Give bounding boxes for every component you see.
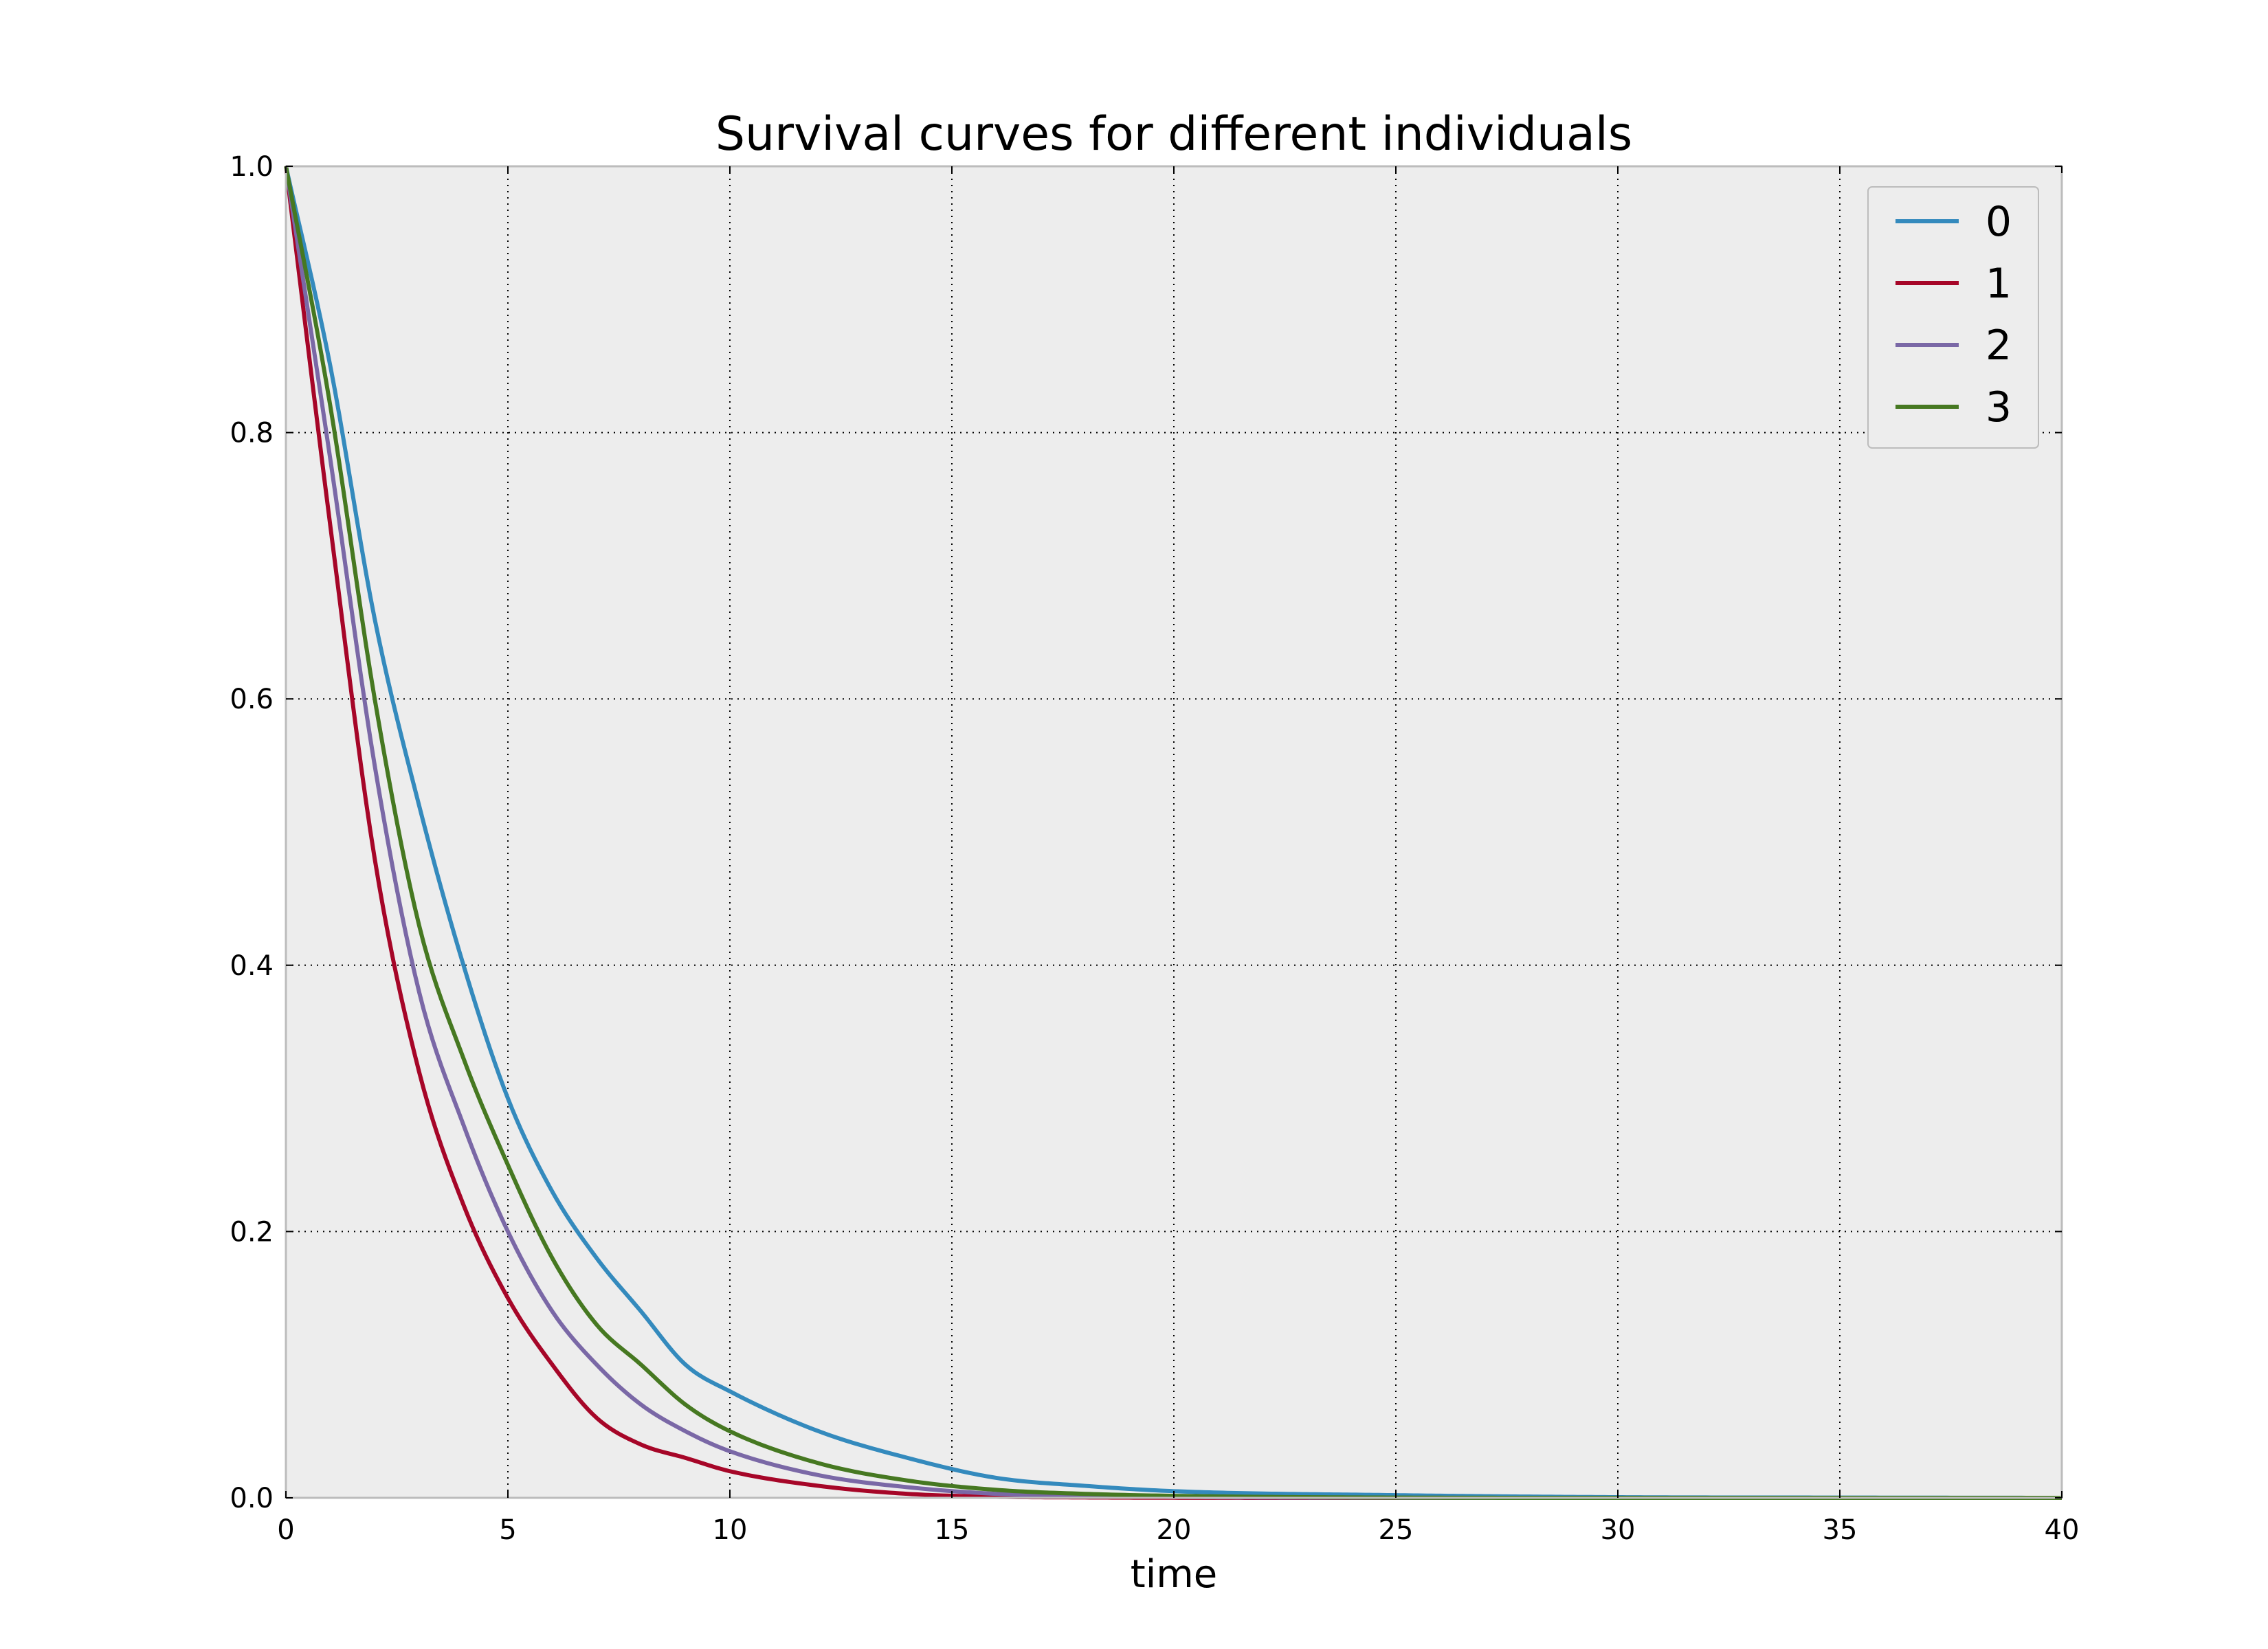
legend-label-2: 2	[1986, 322, 2012, 370]
legend-label-1: 1	[1986, 260, 2012, 308]
x-tick-label: 10	[713, 1514, 748, 1546]
x-tick-label: 40	[2045, 1514, 2080, 1546]
chart-title: Survival curves for different individual…	[715, 107, 1632, 161]
y-tick-label: 0.0	[230, 1483, 274, 1514]
x-tick-label: 15	[935, 1514, 970, 1546]
x-tick-label: 25	[1379, 1514, 1414, 1546]
x-tick-label: 30	[1601, 1514, 1636, 1546]
legend-label-3: 3	[1986, 383, 2012, 431]
y-tick-label: 1.0	[230, 151, 274, 183]
legend-box	[1867, 186, 2039, 449]
x-tick-label: 20	[1157, 1514, 1192, 1546]
legend: 0 1 2 3	[1867, 186, 2039, 449]
x-tick-label: 0	[277, 1514, 294, 1546]
y-tick-label: 0.2	[230, 1216, 274, 1248]
x-tick-label: 5	[499, 1514, 516, 1546]
axis-ticks: 0 5 10 15 20 25 30 35 400.00.20.40.60.81.0	[230, 151, 2079, 1546]
y-tick-label: 0.6	[230, 684, 274, 715]
x-axis-title: time	[1131, 1552, 1218, 1597]
x-tick-label: 35	[1823, 1514, 1858, 1546]
plot-area	[286, 166, 2062, 1498]
y-tick-label: 0.4	[230, 950, 274, 982]
legend-label-0: 0	[1986, 198, 2012, 246]
y-tick-label: 0.8	[230, 418, 274, 449]
